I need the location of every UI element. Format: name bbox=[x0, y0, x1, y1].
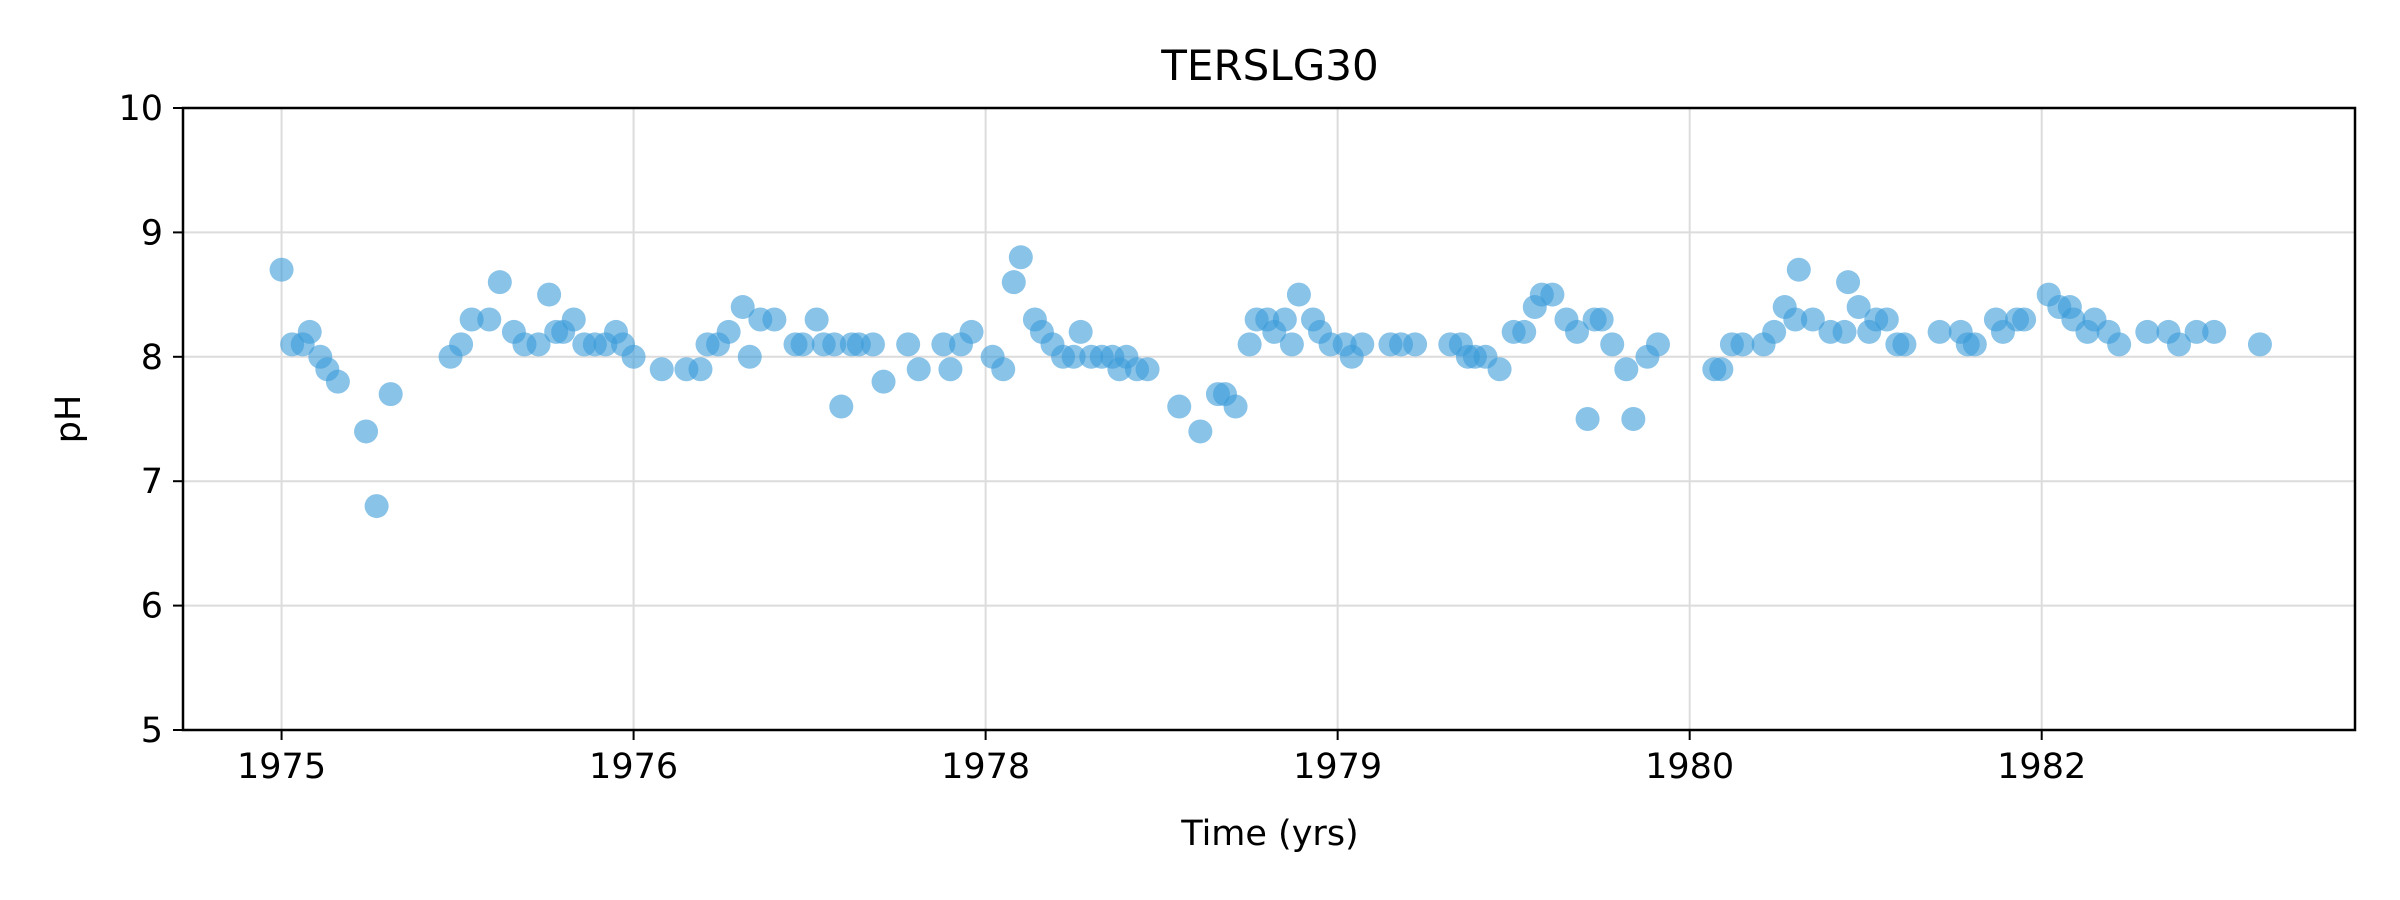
data-point bbox=[1575, 407, 1600, 431]
y-tick-label: 10 bbox=[118, 89, 163, 129]
data-point bbox=[1001, 270, 1026, 295]
data-point bbox=[1762, 319, 1787, 344]
data-point bbox=[1512, 319, 1537, 344]
data-point bbox=[737, 344, 762, 369]
data-point bbox=[1565, 319, 1590, 344]
data-point bbox=[2107, 332, 2132, 357]
data-point bbox=[1279, 332, 1304, 357]
data-point bbox=[991, 357, 1016, 382]
data-point bbox=[931, 332, 956, 357]
data-point bbox=[1832, 319, 1857, 344]
x-tick-label: 1978 bbox=[941, 747, 1030, 787]
y-tick-label: 6 bbox=[141, 587, 163, 627]
chart-title: TERSLG30 bbox=[1160, 41, 1378, 90]
data-point bbox=[938, 357, 963, 382]
data-point bbox=[1600, 332, 1625, 357]
data-point bbox=[1008, 245, 1033, 270]
data-point bbox=[730, 295, 755, 320]
data-point bbox=[561, 307, 586, 332]
x-tick-label: 1980 bbox=[1645, 747, 1734, 787]
data-point bbox=[1188, 419, 1213, 444]
data-point bbox=[2247, 332, 2272, 357]
data-point bbox=[1892, 332, 1917, 357]
data-point bbox=[487, 270, 512, 295]
data-point bbox=[1962, 332, 1987, 357]
data-point bbox=[325, 369, 350, 394]
data-point bbox=[1286, 282, 1311, 307]
grid-lines bbox=[183, 108, 2355, 730]
data-point bbox=[1730, 332, 1755, 357]
data-point bbox=[364, 494, 389, 519]
data-point bbox=[1645, 332, 1670, 357]
data-point bbox=[1350, 332, 1375, 357]
data-point bbox=[1167, 394, 1192, 419]
data-point bbox=[1237, 332, 1262, 357]
x-axis: 1975 1976 1978 1979 1980 1982 bbox=[237, 730, 2086, 787]
data-point bbox=[526, 332, 551, 357]
data-point bbox=[1223, 394, 1248, 419]
data-point bbox=[1540, 282, 1565, 307]
data-point bbox=[2166, 332, 2191, 357]
data-point bbox=[829, 394, 854, 419]
data-point bbox=[537, 282, 562, 307]
data-point bbox=[2135, 319, 2160, 344]
x-axis-title: Time (yrs) bbox=[1180, 814, 1358, 854]
data-point bbox=[1709, 357, 1734, 382]
data-point bbox=[297, 319, 322, 344]
x-tick-label: 1982 bbox=[1997, 747, 2086, 787]
y-tick-label: 8 bbox=[141, 338, 163, 378]
data-point bbox=[477, 307, 502, 332]
data-point bbox=[1783, 307, 1808, 332]
data-point bbox=[896, 332, 921, 357]
data-points bbox=[269, 245, 2272, 519]
data-point bbox=[1487, 357, 1512, 382]
data-point bbox=[1061, 344, 1086, 369]
data-point bbox=[804, 307, 829, 332]
data-point bbox=[269, 257, 294, 282]
x-tick-label: 1976 bbox=[589, 747, 678, 787]
data-point bbox=[1403, 332, 1428, 357]
y-tick-label: 5 bbox=[141, 711, 163, 751]
x-tick-label: 1975 bbox=[237, 747, 326, 787]
y-tick-label: 9 bbox=[141, 213, 163, 253]
data-point bbox=[449, 332, 474, 357]
plot-area-frame bbox=[181, 106, 2357, 732]
data-point bbox=[822, 332, 847, 357]
y-axis: 5 6 7 8 9 10 bbox=[118, 89, 183, 751]
data-point bbox=[906, 357, 931, 382]
data-point bbox=[2202, 319, 2227, 344]
data-point bbox=[459, 307, 484, 332]
data-point bbox=[1800, 307, 1825, 332]
data-point bbox=[959, 319, 984, 344]
data-point bbox=[790, 332, 815, 357]
data-point bbox=[2184, 319, 2209, 344]
data-point bbox=[716, 319, 741, 344]
data-point bbox=[860, 332, 885, 357]
data-point bbox=[1589, 307, 1614, 332]
data-point bbox=[378, 382, 403, 407]
y-tick-label: 7 bbox=[141, 462, 163, 502]
data-point bbox=[1621, 407, 1646, 431]
data-point bbox=[871, 369, 896, 394]
data-point bbox=[354, 419, 379, 444]
data-point bbox=[1874, 307, 1899, 332]
data-point bbox=[688, 357, 713, 382]
data-point bbox=[1786, 257, 1811, 282]
data-point bbox=[1272, 307, 1297, 332]
data-point bbox=[1068, 319, 1093, 344]
data-point bbox=[649, 357, 674, 382]
data-point bbox=[1927, 319, 1952, 344]
y-axis-title: pH bbox=[49, 395, 89, 444]
data-point bbox=[621, 344, 646, 369]
data-point bbox=[1846, 295, 1871, 320]
data-point bbox=[762, 307, 787, 332]
data-point bbox=[1614, 357, 1639, 382]
data-point bbox=[2012, 307, 2037, 332]
x-tick-label: 1979 bbox=[1293, 747, 1382, 787]
data-point bbox=[1836, 270, 1861, 295]
data-point bbox=[1135, 357, 1160, 382]
